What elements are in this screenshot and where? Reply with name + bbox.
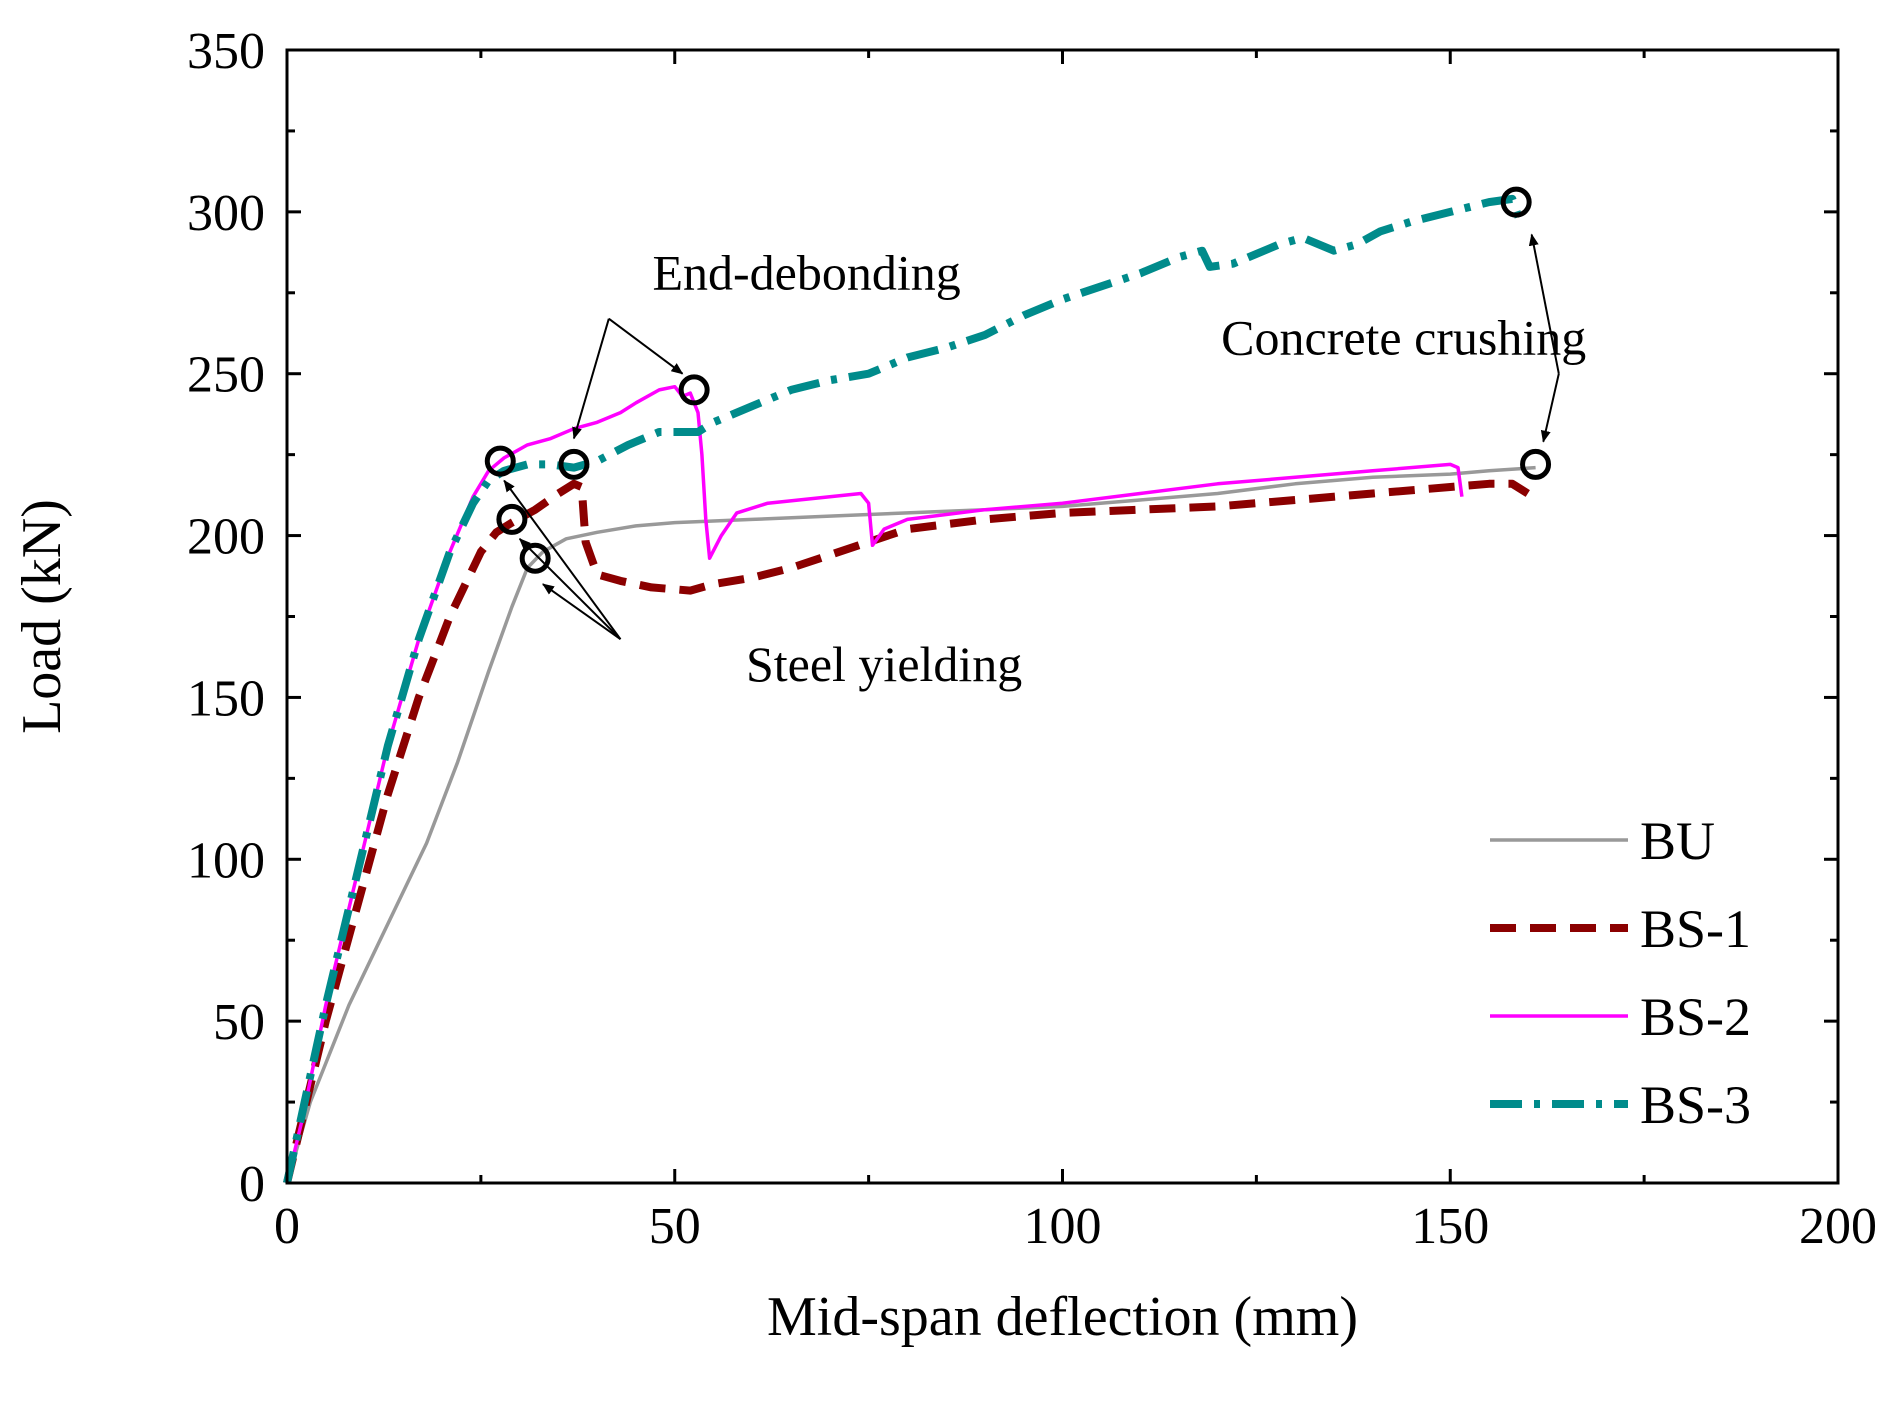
annotation-layer: End-debonding Steel yielding Concrete crus… <box>503 233 1586 692</box>
event-marker-circle <box>678 374 710 406</box>
event-marker-circle <box>519 542 551 574</box>
y-tick-label: 350 <box>187 23 265 80</box>
legend-label-bs-3: BS-3 <box>1640 1075 1751 1135</box>
legend-label-bu: BU <box>1640 811 1715 871</box>
annotation-arrow-steel-yielding <box>542 583 622 640</box>
annotation-steel-yielding: Steel yielding <box>746 636 1022 692</box>
x-tick-label: 200 <box>1799 1198 1877 1255</box>
annotation-arrow-steel-yielding <box>503 479 622 640</box>
annotation-arrow-end-debonding <box>572 318 610 440</box>
annotation-concrete-crushing: Concrete crushing <box>1221 309 1586 365</box>
y-tick-label: 100 <box>187 832 265 889</box>
annotation-arrow-concrete-crushing <box>1528 233 1560 374</box>
y-tick-label: 0 <box>239 1156 265 1213</box>
legend-label-bs-2: BS-2 <box>1640 987 1751 1047</box>
series-line-bu <box>285 465 1536 1184</box>
event-marker-circle <box>1520 448 1552 480</box>
x-tick-label: 100 <box>1024 1198 1102 1255</box>
event-marker-circle <box>496 503 528 535</box>
event-marker-circle <box>558 448 590 480</box>
series-line-bs-1 <box>283 479 1530 1184</box>
event-marker-circle <box>1500 186 1532 218</box>
x-tick-label: 0 <box>274 1198 300 1255</box>
series-line-bs-3 <box>283 194 1524 1184</box>
x-tick-label: 150 <box>1411 1198 1489 1255</box>
y-tick-label: 300 <box>187 185 265 242</box>
series-layer <box>283 194 1536 1184</box>
x-axis-title: Mid-span deflection (mm) <box>767 1286 1358 1348</box>
series-line-bs-2 <box>285 384 1464 1184</box>
marker-layer <box>484 186 1552 574</box>
y-axis-title: Load (kN) <box>11 499 73 734</box>
annotation-end-debonding: End-debonding <box>652 245 960 301</box>
y-tick-label: 150 <box>187 670 265 727</box>
legend-label-bs-1: BS-1 <box>1640 899 1751 959</box>
x-tick-label: 50 <box>649 1198 701 1255</box>
annotation-arrow-end-debonding <box>608 317 684 375</box>
y-tick-label: 250 <box>187 347 265 404</box>
y-tick-label: 50 <box>213 994 265 1051</box>
plot-frame <box>285 48 1840 1185</box>
tick-layer: 0 50 100 150 200 0 50 100 150 200 250 300 350 <box>187 23 1877 1255</box>
event-marker-circle <box>484 445 516 477</box>
legend: BU BS-1 BS-2 BS-3 <box>1490 811 1751 1135</box>
annotation-arrow-concrete-crushing <box>1540 373 1560 443</box>
y-tick-label: 200 <box>187 509 265 566</box>
annotation-arrow-steel-yielding <box>518 538 622 640</box>
